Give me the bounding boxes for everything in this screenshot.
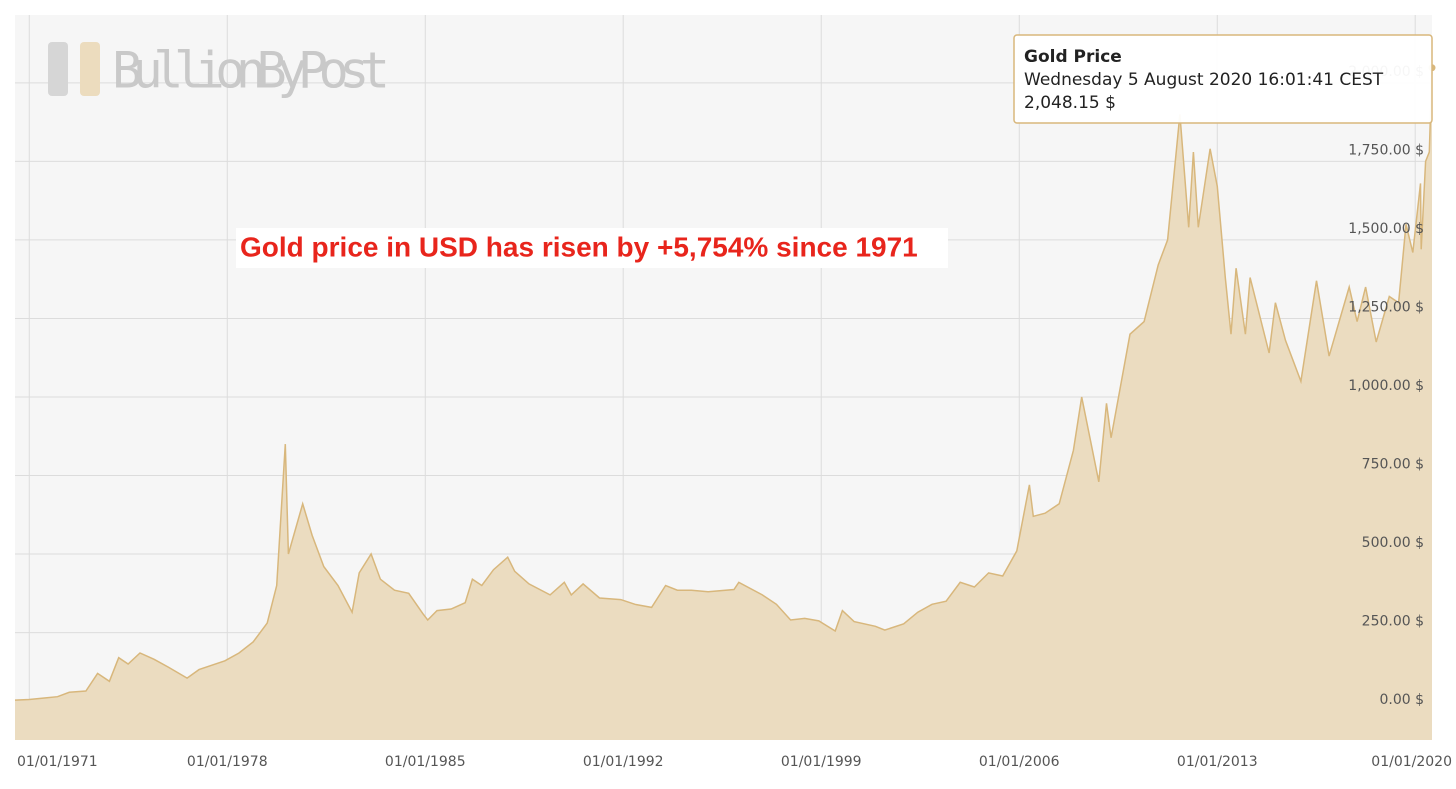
area-line <box>14 67 1433 701</box>
x-tick-label: 01/01/1985 <box>385 754 466 770</box>
x-tick-label: 01/01/2013 <box>1177 754 1258 770</box>
tooltip-value: 2,048.15 $ <box>1024 93 1116 113</box>
tooltip: Gold Price Wednesday 5 August 2020 16:01… <box>1013 34 1433 124</box>
logo: BullionByPost <box>48 42 390 100</box>
x-tick-label: 01/01/1978 <box>187 754 268 770</box>
x-tick-label: 01/01/1971 <box>17 754 98 770</box>
y-tick-label: 1,750.00 $ <box>1348 142 1424 158</box>
tooltip-box <box>1013 34 1433 124</box>
y-tick-label: 250.00 $ <box>1362 614 1424 630</box>
tooltip-title: Gold Price <box>1024 47 1122 67</box>
logo-bar <box>80 42 100 96</box>
y-tick-label: 500.00 $ <box>1362 535 1424 551</box>
x-tick-label: 01/01/2020 <box>1371 754 1452 770</box>
x-tick-label: 01/01/1992 <box>583 754 664 770</box>
y-tick-label: 750.00 $ <box>1362 457 1424 473</box>
y-tick-label: 1,500.00 $ <box>1348 221 1424 237</box>
x-tick-label: 01/01/2006 <box>979 754 1060 770</box>
annotation: Gold price in USD has risen by +5,754% s… <box>240 231 918 262</box>
area-fill <box>15 67 1432 740</box>
y-tick-label: 0.00 $ <box>1379 692 1424 708</box>
logo-bar <box>48 42 68 96</box>
x-tick-label: 01/01/1999 <box>781 754 862 770</box>
logo-text: BullionByPost <box>112 42 390 100</box>
y-tick-label: 1,250.00 $ <box>1348 299 1424 315</box>
annotation-background <box>236 228 948 268</box>
tooltip-date: Wednesday 5 August 2020 16:01:41 CEST <box>1024 70 1384 90</box>
y-tick-label: 1,000.00 $ <box>1348 378 1424 394</box>
